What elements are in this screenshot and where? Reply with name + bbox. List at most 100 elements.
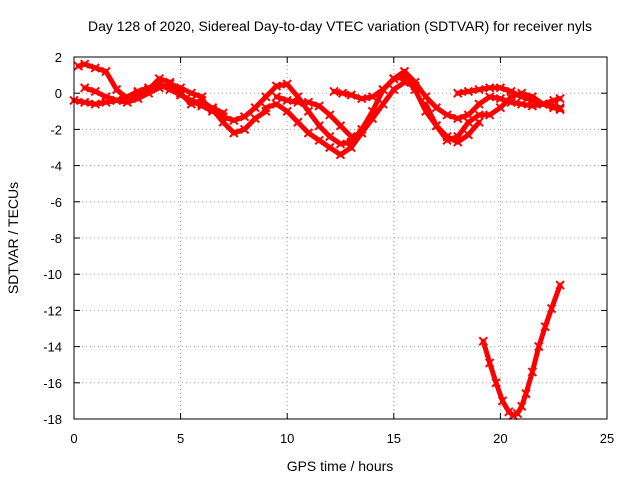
data-point <box>111 95 122 106</box>
data-point <box>484 358 495 368</box>
y-tick-label: -18 <box>43 412 62 427</box>
data-point <box>325 142 335 153</box>
chart-title: Day 128 of 2020, Sidereal Day-to-day VTE… <box>88 18 592 34</box>
data-point <box>516 92 527 102</box>
data-point <box>357 93 367 104</box>
y-tick-label: -6 <box>50 195 62 210</box>
x-tick-label: 0 <box>70 431 77 446</box>
data-point <box>516 401 527 412</box>
data-point <box>329 86 339 97</box>
x-tick-label: 15 <box>387 431 401 446</box>
data-point <box>346 90 356 100</box>
data-point <box>548 102 559 113</box>
data-point <box>548 95 559 106</box>
x-axis-label: GPS time / hours <box>287 458 394 474</box>
data-point <box>431 102 442 113</box>
data-point <box>303 128 314 138</box>
data-point <box>453 131 463 142</box>
data-point <box>378 84 388 95</box>
data-point <box>165 79 175 89</box>
data-point <box>346 131 356 142</box>
data-point <box>389 84 399 95</box>
data-point <box>229 128 239 138</box>
data-point <box>250 102 260 113</box>
y-tick-label: -8 <box>50 231 62 246</box>
plot-frame <box>73 56 608 420</box>
data-point <box>484 83 495 93</box>
data-point <box>399 66 410 77</box>
y-axis-label: SDTVAR / TECUs <box>5 182 21 294</box>
data-point <box>555 280 565 290</box>
data-point <box>239 124 250 135</box>
y-tick-label: -10 <box>43 267 62 282</box>
data-point <box>527 95 538 106</box>
data-point <box>250 113 260 124</box>
data-point <box>495 102 506 113</box>
y-tick-label: -14 <box>43 340 62 355</box>
data-point <box>442 135 452 146</box>
data-point <box>484 110 495 120</box>
series-track-5 <box>261 77 420 160</box>
data-point <box>540 321 550 332</box>
data-point <box>337 88 348 98</box>
data-point <box>314 101 324 111</box>
data-point <box>335 139 346 149</box>
data-point <box>378 99 388 109</box>
y-tick-label: -12 <box>43 303 62 318</box>
data-point <box>546 303 557 314</box>
data-point <box>474 110 484 120</box>
data-point <box>399 77 410 88</box>
data-point <box>478 336 489 346</box>
data-point <box>463 130 474 140</box>
data-point <box>271 99 282 109</box>
data-point <box>79 97 90 108</box>
y-tick-label: -2 <box>50 122 62 137</box>
data-point <box>527 367 538 377</box>
data-point <box>282 95 292 106</box>
data-point <box>303 106 314 117</box>
data-point <box>207 106 218 117</box>
y-tick-label: 0 <box>55 86 62 101</box>
series-track-6 <box>271 92 356 142</box>
data-point <box>73 61 84 71</box>
x-axis-ticks: 0 5 10 15 20 25 <box>70 57 614 446</box>
data-point <box>346 142 356 153</box>
data-point <box>506 86 516 97</box>
data-point <box>512 408 523 419</box>
data-point <box>314 135 324 146</box>
y-tick-label: 2 <box>55 50 62 65</box>
data-point <box>484 92 495 102</box>
data-point <box>335 121 346 131</box>
data-point <box>495 93 506 104</box>
data-point <box>101 92 111 102</box>
data-point <box>293 97 303 108</box>
grid <box>74 57 607 419</box>
data-point <box>261 92 271 102</box>
data-point <box>133 93 143 104</box>
data-point <box>282 79 292 89</box>
x-tick-label: 10 <box>280 431 294 446</box>
y-axis-ticks: -18 -16 -14 -12 -10 -8 -6 -4 -2 0 2 <box>43 50 607 427</box>
data-point <box>555 104 565 115</box>
data-point <box>175 90 186 100</box>
x-tick-label: 25 <box>600 431 614 446</box>
series-track-9 <box>453 83 565 109</box>
data-point <box>421 92 431 102</box>
data-point <box>367 92 378 102</box>
data-point <box>534 341 544 352</box>
data-point <box>367 113 378 124</box>
data-point <box>261 102 271 113</box>
data-point <box>431 121 442 131</box>
data-point <box>122 97 133 108</box>
data-point <box>90 86 101 97</box>
data-point <box>538 99 548 109</box>
data-point <box>282 106 292 117</box>
data-point <box>143 88 154 98</box>
y-tick-label: -4 <box>50 159 62 174</box>
data-point <box>293 117 303 127</box>
data-point <box>271 81 282 91</box>
data-point <box>101 66 111 77</box>
series-track-3 <box>79 79 207 108</box>
data-point <box>271 92 282 102</box>
